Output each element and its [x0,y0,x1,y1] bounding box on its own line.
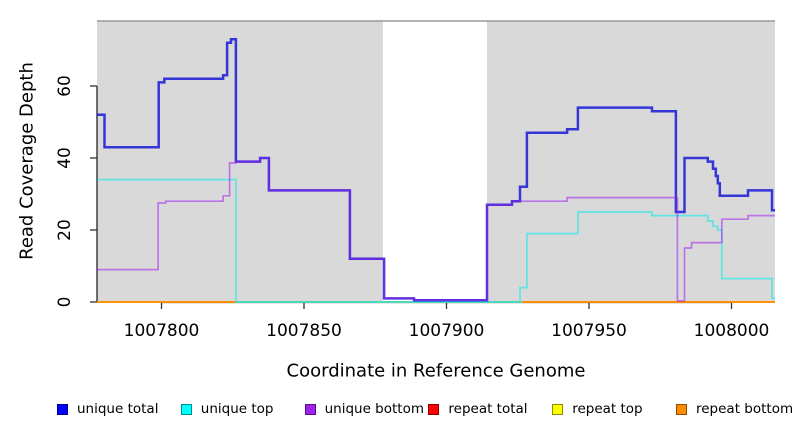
series-line-unique-top [97,178,775,303]
y-tick-label: 20 [55,219,75,241]
legend-item-unique-top: unique top [180,398,274,420]
legend-swatch-icon [428,403,440,415]
y-tick-label: 0 [55,296,75,308]
legend-swatch-icon [676,403,687,415]
legend-label: repeat bottom [696,401,792,417]
legend-item-unique-bottom: unique bottom [304,398,425,420]
legend-label: unique total [77,401,159,417]
legend-label: repeat total [448,401,528,417]
y-tick-label: 60 [55,75,75,97]
chart-legend: unique total unique top unique bottom repea… [0,398,792,422]
no-data-gap-band [382,21,487,302]
legend-item-repeat-total: repeat total [428,398,528,420]
legend-label: repeat top [572,401,643,417]
x-tick-label: 1007950 [551,321,627,341]
legend-swatch-icon [552,403,564,415]
legend-label: unique top [200,401,274,417]
legend-item-unique-total: unique total [57,398,158,420]
y-axis-title: Read Coverage Depth [16,62,38,260]
legend-item-repeat-top: repeat top [552,398,643,420]
legend-swatch-icon [180,403,192,415]
x-tick-label: 1007800 [123,321,200,341]
x-tick-label: 1007900 [408,321,485,341]
x-axis-title: Coordinate in Reference Genome [286,360,586,382]
y-tick-label: 40 [55,147,75,169]
legend-item-repeat-bottom: repeat bottom [676,398,792,420]
legend-swatch-icon [304,403,316,415]
legend-label: unique bottom [324,401,425,417]
x-tick-label: 1008000 [693,321,770,341]
series-line-unique-bottom [97,157,775,302]
legend-swatch-icon [57,403,68,415]
x-tick-label: 1007850 [266,321,342,341]
